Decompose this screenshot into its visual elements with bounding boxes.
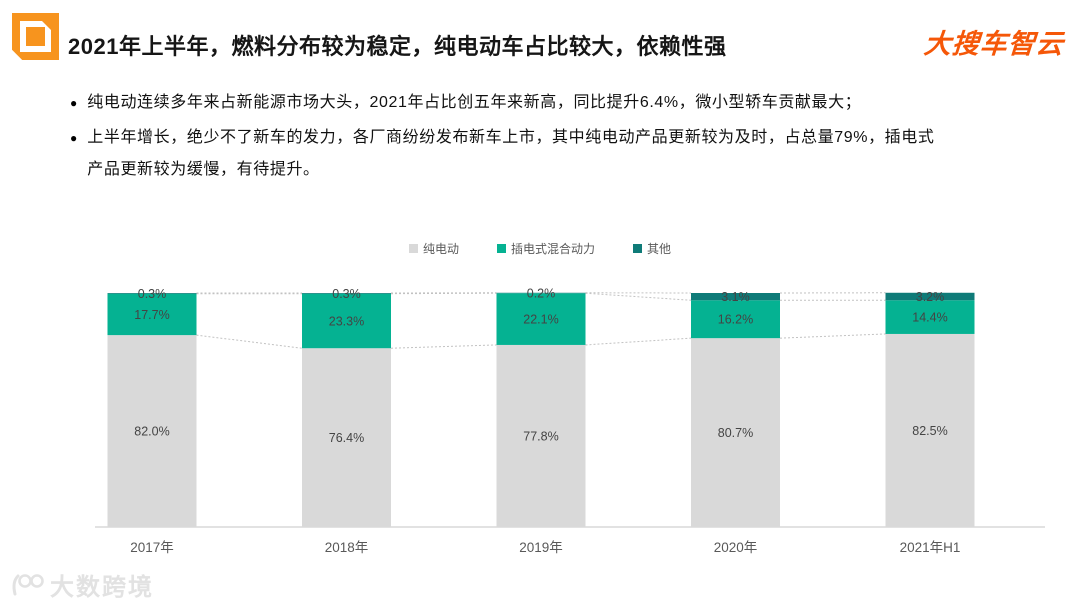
legend-swatch-icon — [408, 244, 418, 253]
watermark: 大数跨境 — [8, 567, 154, 602]
bar-segment — [302, 293, 391, 294]
segment-value-label: 3.1% — [721, 290, 750, 304]
series-connector-line — [585, 292, 692, 301]
bullet-dot-icon: ● — [70, 131, 78, 145]
series-connector-line — [196, 334, 303, 349]
segment-value-label: 0.3% — [138, 287, 167, 301]
watermark-text: 大数跨境 — [50, 574, 154, 601]
segment-value-label: 3.2% — [916, 290, 945, 304]
bar-segment — [885, 300, 975, 334]
page-title: 2021年上半年，燃料分布较为稳定，纯电动车占比较大，依赖性强 — [68, 34, 727, 59]
series-connector-line — [779, 333, 886, 339]
bar-segment — [302, 293, 391, 349]
segment-value-label: 17.7% — [134, 308, 169, 322]
dasouche-square-logo-icon — [12, 13, 59, 60]
segment-value-label: 76.4% — [329, 431, 364, 445]
bar-segment — [107, 335, 197, 527]
legend-label: 其他 — [647, 242, 672, 256]
legend-item: 插电式混合动力 — [496, 240, 595, 257]
bar-segment — [691, 300, 780, 339]
bullet-item: ● 上半年增长，绝少不了新车的发力，各厂商纷纷发布新车上市，其中纯电动产品更新较… — [70, 122, 1035, 186]
legend-item: 纯电动 — [408, 240, 459, 257]
segment-value-label: 16.2% — [718, 313, 753, 327]
hundred-circles-logo-icon — [12, 573, 44, 595]
bar-segment — [302, 348, 391, 527]
series-connector-line — [390, 344, 497, 349]
legend-swatch-icon — [633, 244, 642, 253]
legend-item: 其他 — [633, 240, 671, 257]
segment-value-label: 0.3% — [332, 287, 361, 301]
segment-value-label: 14.4% — [912, 311, 947, 325]
x-axis-label: 2018年 — [325, 540, 369, 555]
x-axis-label: 2019年 — [519, 540, 563, 555]
series-connector-line — [585, 337, 692, 346]
bullet-item: ● 纯电动连续多年来占新能源市场大头，2021年占比创五年来新高，同比提升6.4… — [70, 87, 1035, 119]
x-axis-label: 2017年 — [130, 540, 174, 555]
bar-segment — [496, 344, 586, 527]
bullet-text: 上半年增长，绝少不了新车的发力，各厂商纷纷发布新车上市，其中纯电动产品更新较为及… — [87, 129, 935, 178]
legend-swatch-icon — [496, 244, 506, 253]
legend-label: 纯电动 — [422, 242, 459, 256]
bar-segment — [496, 293, 586, 345]
bar-segment — [107, 293, 197, 336]
logo-inner-ring — [20, 21, 51, 52]
legend-label: 插电式混合动力 — [510, 242, 595, 256]
bar-segment — [885, 333, 975, 527]
bullet-list: ● 纯电动连续多年来占新能源市场大头，2021年占比创五年来新高，同比提升6.4… — [70, 87, 1035, 189]
logo-corner-cut — [12, 49, 23, 60]
bar-segment — [691, 338, 780, 527]
bar-segment — [691, 293, 780, 301]
segment-value-label: 23.3% — [329, 314, 364, 328]
bar-segment — [107, 293, 197, 294]
segment-value-label: 22.1% — [523, 313, 558, 327]
x-axis-label: 2021年H1 — [900, 540, 961, 555]
segment-value-label: 82.0% — [134, 425, 169, 439]
segment-value-label: 82.5% — [912, 424, 947, 438]
bullet-text: 纯电动连续多年来占新能源市场大头，2021年占比创五年来新高，同比提升6.4%，… — [87, 94, 862, 111]
x-axis-label: 2020年 — [714, 540, 758, 555]
bar-segment — [885, 292, 975, 301]
segment-value-label: 80.7% — [718, 426, 753, 440]
chart-legend: 纯电动 插电式混合动力 其他 — [0, 240, 1080, 257]
bullet-dot-icon: ● — [70, 96, 78, 110]
segment-value-label: 0.2% — [527, 287, 556, 301]
segment-value-label: 77.8% — [523, 429, 558, 443]
